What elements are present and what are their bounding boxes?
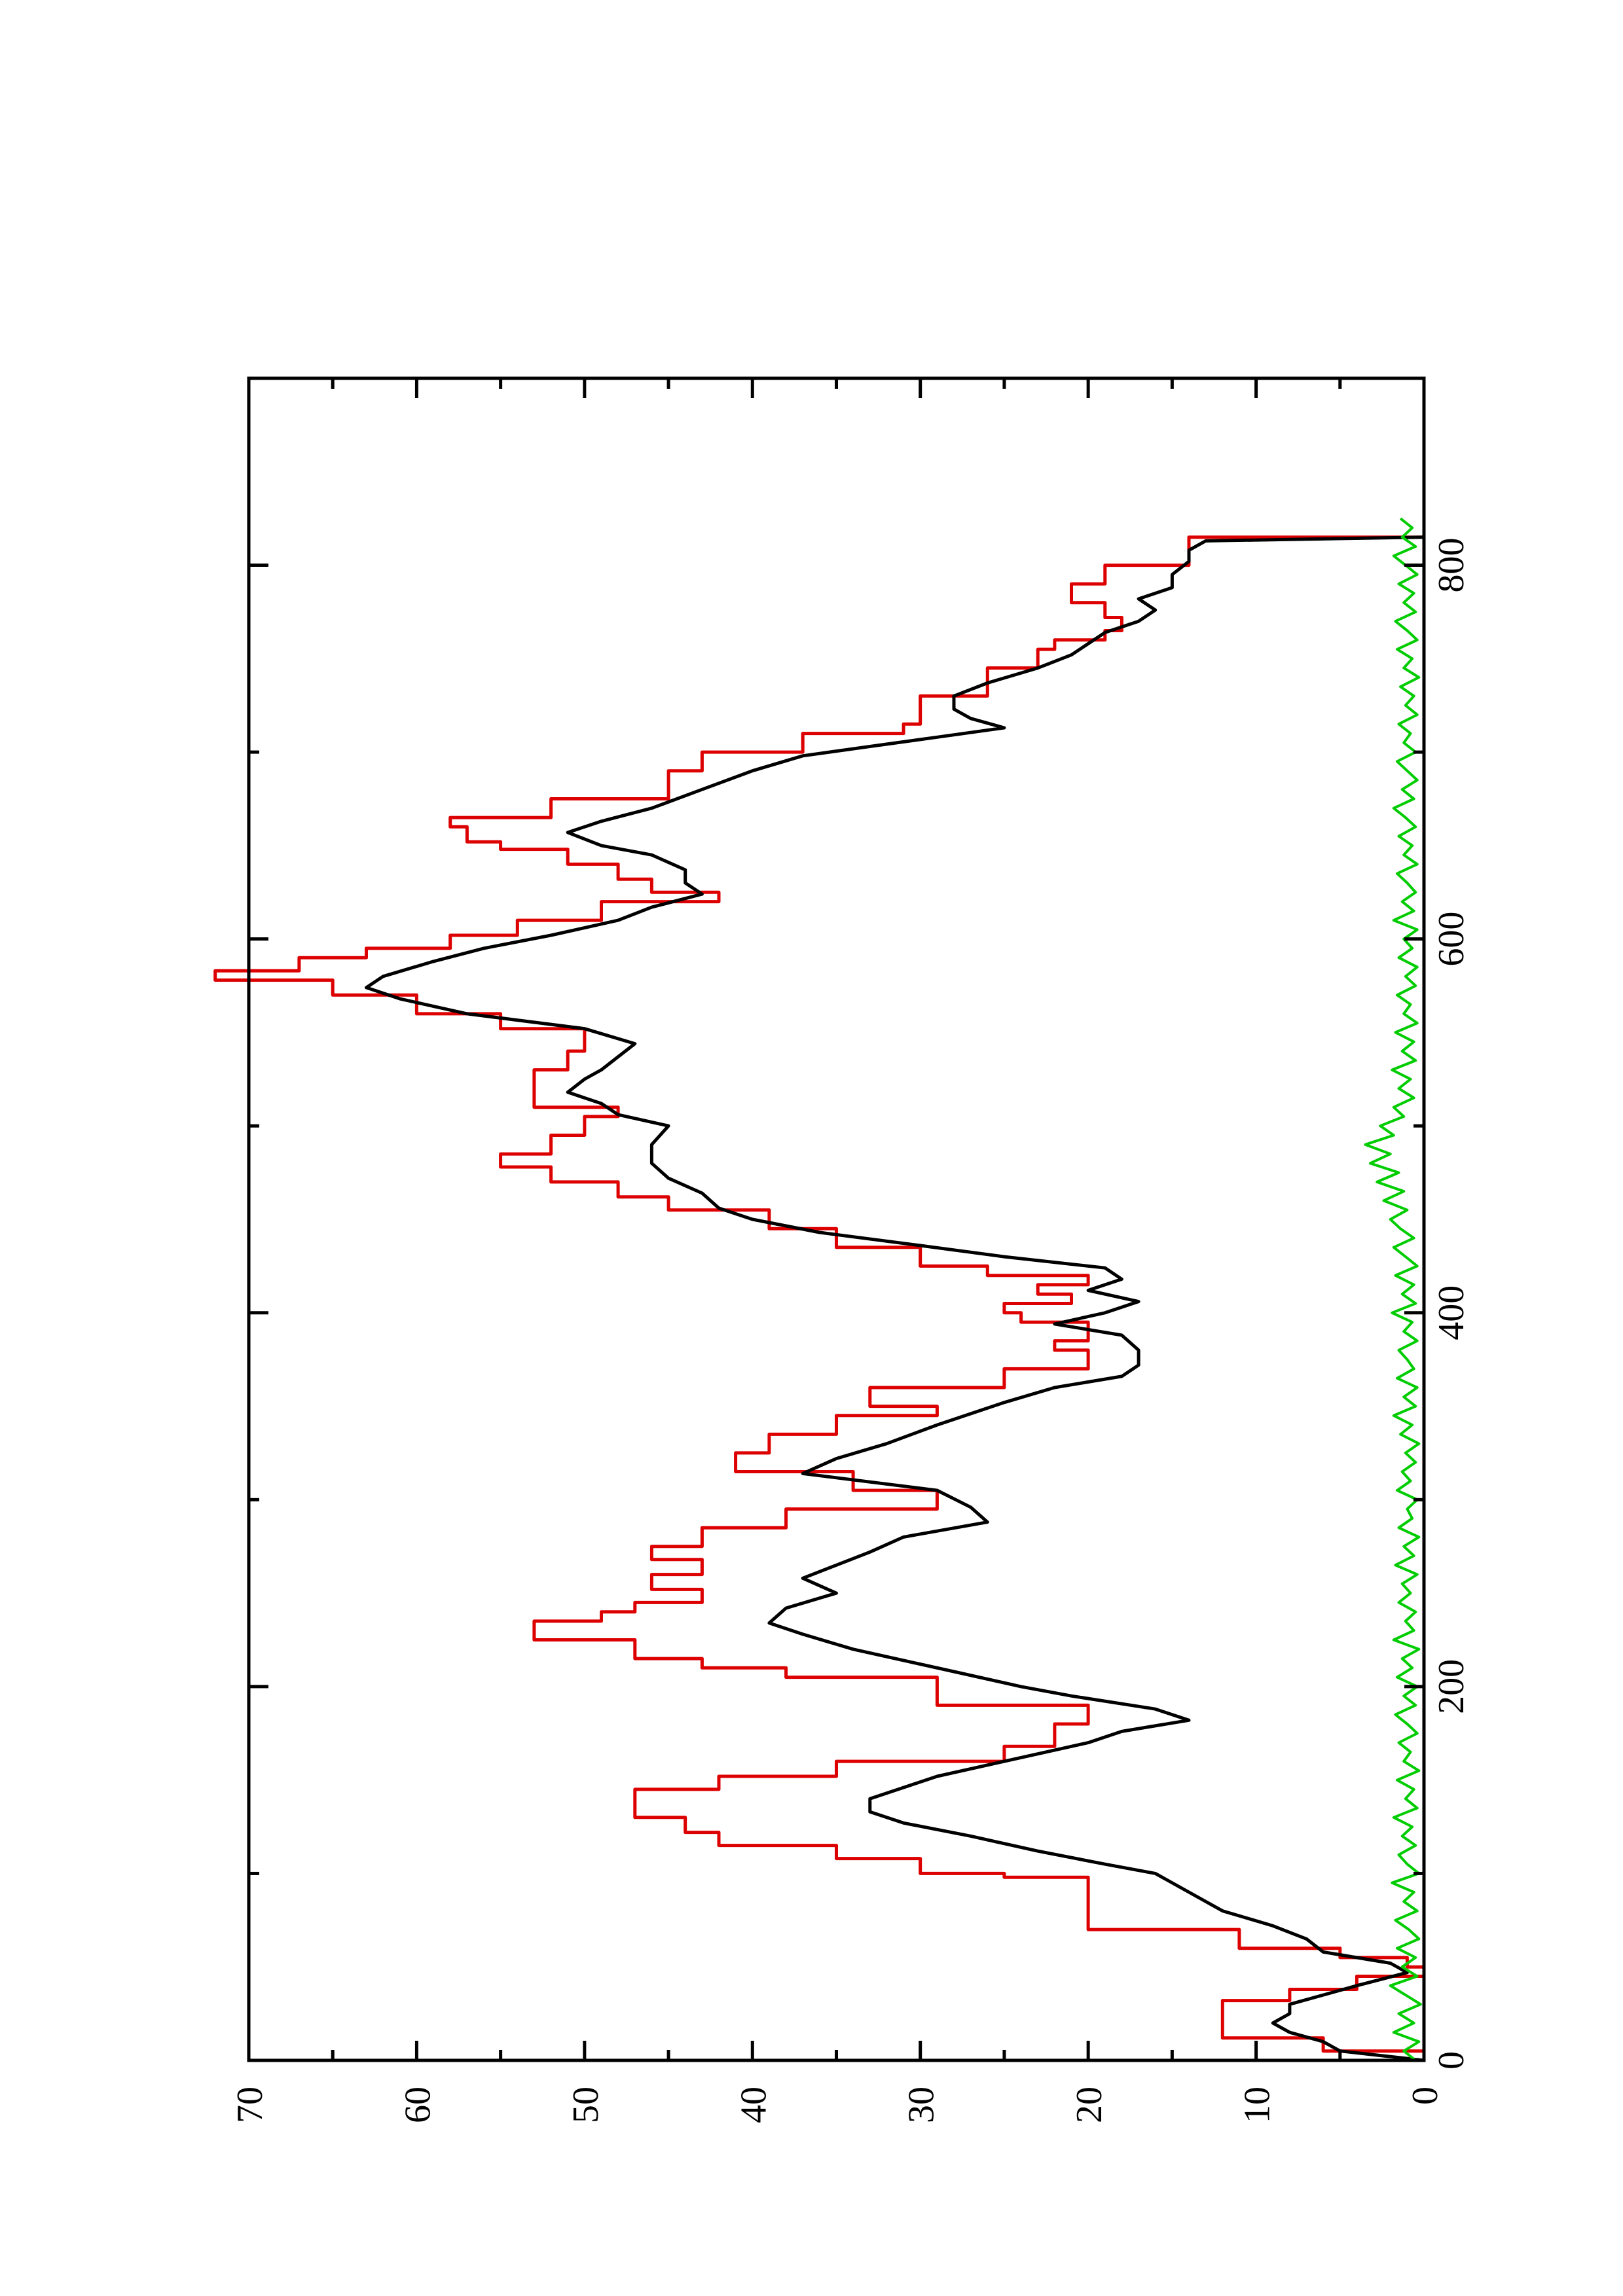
x-tick-label: 400 xyxy=(1431,1285,1472,1340)
tick-labels-layer: 0 200 400 600 800 0 10 20 30 40 50 60 70 xyxy=(230,538,1472,2123)
series-line-3 xyxy=(1364,517,1422,2062)
y-tick-label: 10 xyxy=(1237,2087,1278,2123)
y-tick-label: 70 xyxy=(230,2087,270,2123)
x-tick-label: 0 xyxy=(1431,2051,1472,2070)
series-line-1 xyxy=(213,535,1426,2060)
x-tick-label: 800 xyxy=(1431,538,1472,593)
x-tick-label: 600 xyxy=(1431,912,1472,967)
y-tick-label: 60 xyxy=(397,2087,438,2123)
series-layer xyxy=(213,517,1426,2062)
plot-frame xyxy=(247,376,1426,2062)
y-tick-label: 20 xyxy=(1069,2087,1110,2123)
y-tick-label: 0 xyxy=(1405,2087,1446,2105)
y-tick-label: 40 xyxy=(733,2087,774,2123)
y-tick-label: 50 xyxy=(566,2087,606,2123)
series-line-2 xyxy=(365,535,1425,2062)
plot-background xyxy=(249,378,1424,2060)
y-tick-label: 30 xyxy=(902,2087,942,2123)
x-tick-label: 200 xyxy=(1431,1659,1472,1714)
